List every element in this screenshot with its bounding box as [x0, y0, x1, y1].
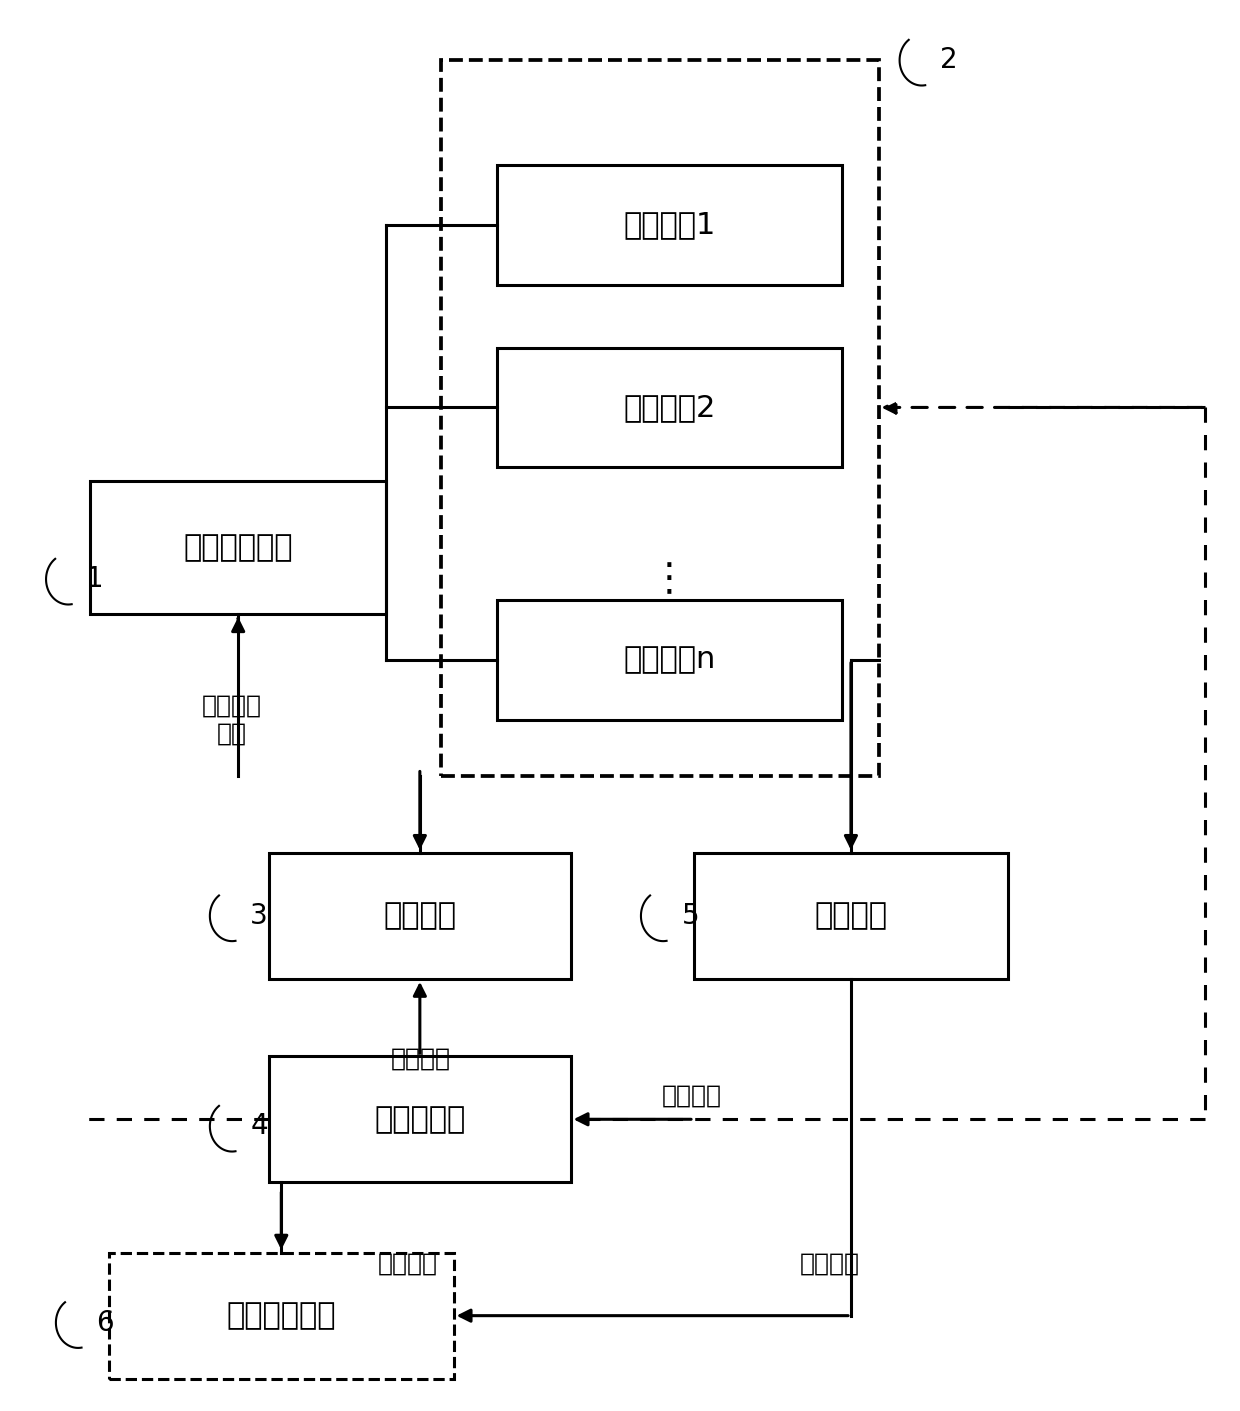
Text: 直流电压
给定: 直流电压 给定 [202, 694, 262, 745]
Text: 被测单元2: 被测单元2 [622, 392, 715, 422]
Text: 温度状态: 温度状态 [800, 1252, 859, 1276]
Text: 总控制模块: 总控制模块 [374, 1105, 465, 1134]
Text: 被测单元n: 被测单元n [622, 645, 715, 674]
Text: 开关状态: 开关状态 [391, 1047, 450, 1071]
Text: 温度调节模块: 温度调节模块 [227, 1301, 336, 1331]
FancyBboxPatch shape [109, 1253, 454, 1379]
Text: 驱动模块: 驱动模块 [383, 902, 456, 930]
Text: 温度给定: 温度给定 [378, 1252, 438, 1276]
Text: 直流供电模块: 直流供电模块 [184, 533, 293, 562]
Text: 3: 3 [250, 902, 268, 930]
Text: 1: 1 [87, 566, 104, 593]
Text: 4: 4 [250, 1112, 268, 1140]
Text: 测量模块: 测量模块 [815, 902, 888, 930]
FancyBboxPatch shape [441, 61, 879, 776]
FancyBboxPatch shape [269, 1057, 570, 1182]
Text: ⋮: ⋮ [650, 560, 688, 598]
Text: 6: 6 [97, 1308, 114, 1336]
FancyBboxPatch shape [269, 852, 570, 979]
FancyBboxPatch shape [497, 349, 842, 467]
Text: 5: 5 [682, 902, 699, 930]
FancyBboxPatch shape [497, 165, 842, 285]
Text: 2: 2 [940, 47, 957, 75]
FancyBboxPatch shape [497, 600, 842, 720]
Text: 被测单元1: 被测单元1 [622, 210, 715, 240]
Text: 电气状态: 电气状态 [661, 1084, 722, 1108]
FancyBboxPatch shape [694, 852, 1008, 979]
FancyBboxPatch shape [91, 481, 386, 614]
